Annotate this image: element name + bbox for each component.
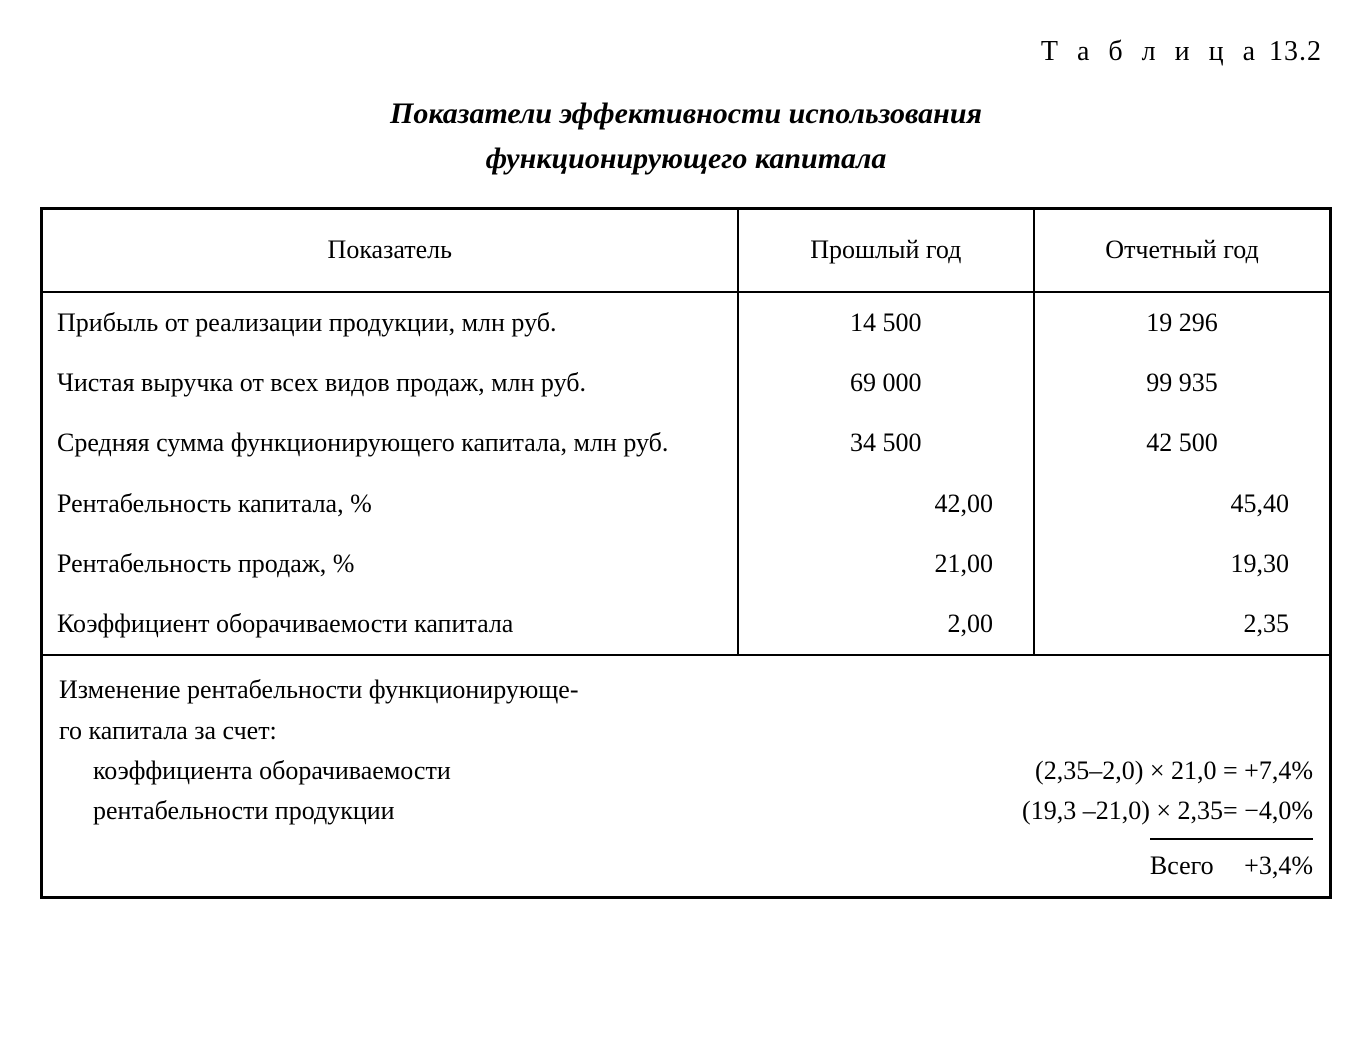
row-curr: 2,35 [1034, 594, 1330, 655]
table-row: Коэффициент оборачиваемости капитала 2,0… [42, 594, 1331, 655]
row-curr: 42 500 [1034, 413, 1330, 473]
factor-item-calc: (19,3 –21,0) × 2,35= −4,0% [1022, 791, 1313, 831]
table-row: Рентабельность продаж, % 21,00 19,30 [42, 534, 1331, 594]
indicators-table: Показатель Прошлый год Отчетный год Приб… [40, 207, 1332, 899]
row-label: Коэффициент оборачиваемости капитала [42, 594, 738, 655]
row-label: Средняя сумма функционирующего капитала,… [42, 413, 738, 473]
row-label: Рентабельность капитала, % [42, 474, 738, 534]
factor-item-label: рентабельности продукции [59, 791, 1002, 831]
col-curr-year: Отчетный год [1034, 209, 1330, 292]
factor-item: рентабельности продукции (19,3 –21,0) × … [59, 791, 1313, 831]
table-row: Рентабельность капитала, % 42,00 45,40 [42, 474, 1331, 534]
factor-analysis-cell: Изменение рентабельности функционирующе-… [42, 655, 1331, 897]
row-prev: 69 000 [738, 353, 1034, 413]
factor-total-label: Всего [1150, 846, 1214, 886]
table-number-word: Т а б л и ц а [1041, 36, 1261, 67]
table-number-value: 13.2 [1269, 36, 1322, 67]
table-caption: Показатели эффективности использования ф… [40, 91, 1332, 181]
row-prev: 14 500 [738, 292, 1034, 353]
row-curr: 45,40 [1034, 474, 1330, 534]
factor-total-value: +3,4% [1244, 851, 1313, 880]
caption-line-1: Показатели эффективности использования [390, 97, 982, 130]
row-prev: 21,00 [738, 534, 1034, 594]
table-row: Чистая выручка от всех видов продаж, млн… [42, 353, 1331, 413]
row-curr: 19 296 [1034, 292, 1330, 353]
table-number: Т а б л и ц а 13.2 [40, 30, 1332, 73]
table-row: Средняя сумма функционирующего капитала,… [42, 413, 1331, 473]
row-label: Прибыль от реализации продукции, млн руб… [42, 292, 738, 353]
factor-item-calc: (2,35–2,0) × 21,0 = +7,4% [1035, 751, 1313, 791]
factor-analysis-row: Изменение рентабельности функционирующе-… [42, 655, 1331, 897]
row-prev: 34 500 [738, 413, 1034, 473]
row-label: Чистая выручка от всех видов продаж, млн… [42, 353, 738, 413]
row-curr: 19,30 [1034, 534, 1330, 594]
table-row: Прибыль от реализации продукции, млн руб… [42, 292, 1331, 353]
factor-total-row: Всего +3,4% [59, 832, 1313, 886]
col-prev-year: Прошлый год [738, 209, 1034, 292]
row-prev: 2,00 [738, 594, 1034, 655]
factor-item-label: коэффициента оборачиваемости [59, 751, 1015, 791]
factor-item: коэффициента оборачиваемости (2,35–2,0) … [59, 751, 1313, 791]
col-indicator: Показатель [42, 209, 738, 292]
factor-intro-line-1: Изменение рентабельности функционирующе- [59, 670, 1313, 710]
factor-total: Всего +3,4% [1150, 838, 1313, 886]
row-prev: 42,00 [738, 474, 1034, 534]
caption-line-2: функционирующего капитала [486, 142, 887, 175]
table-body: Прибыль от реализации продукции, млн руб… [42, 292, 1331, 898]
factor-intro-line-2: го капитала за счет: [59, 711, 1313, 751]
row-label: Рентабельность продаж, % [42, 534, 738, 594]
table-header-row: Показатель Прошлый год Отчетный год [42, 209, 1331, 292]
row-curr: 99 935 [1034, 353, 1330, 413]
